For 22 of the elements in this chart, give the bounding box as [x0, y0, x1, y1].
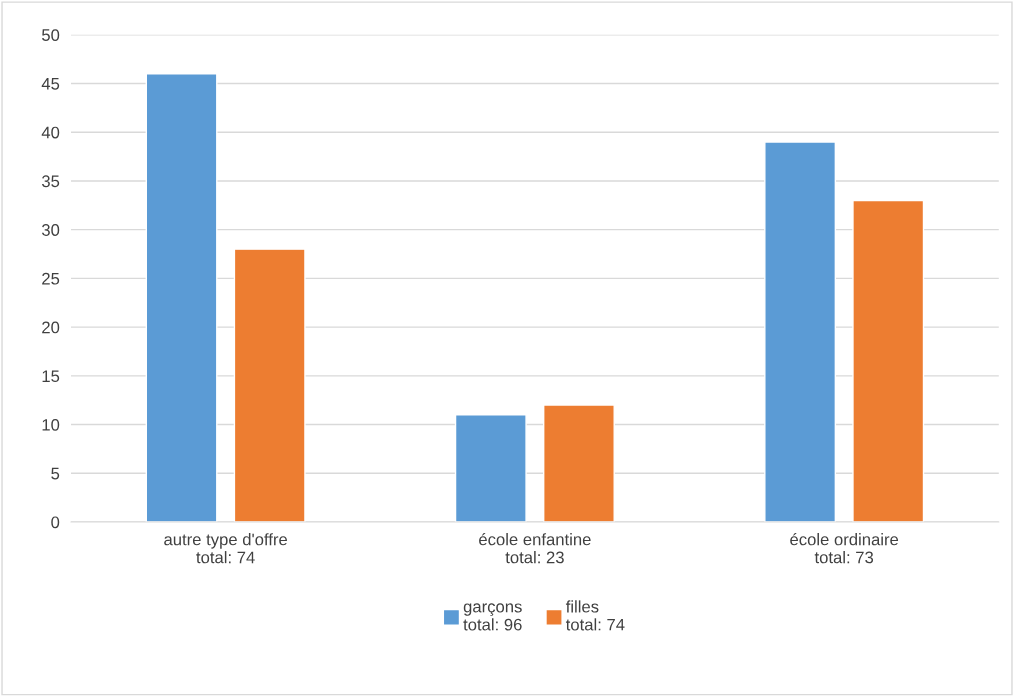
y-tick-label: 5	[51, 467, 60, 480]
y-tick-label: 30	[41, 224, 60, 236]
y-tick-label: 50	[42, 29, 60, 41]
x-tick-label: autre type d'offre total: 74	[164, 533, 288, 564]
bar	[233, 248, 306, 522]
x-tick-label: école ordinaire total: 73	[790, 532, 899, 564]
y-tick-label: 45	[41, 78, 60, 90]
legend-label: filles total: 74	[565, 600, 625, 631]
y-tick-label: 15	[42, 370, 60, 383]
bar	[543, 404, 615, 522]
y-tick-label: 35	[41, 175, 60, 188]
y-tick-label: 20	[42, 321, 60, 334]
y-tick-label: 40	[41, 126, 60, 139]
bar	[145, 73, 218, 522]
bar	[764, 141, 837, 522]
bar	[454, 414, 527, 522]
x-tick-label: école enfantine total: 23	[479, 532, 591, 564]
bar	[852, 199, 925, 522]
y-tick-label: 25	[42, 272, 60, 285]
y-tick-label: 10	[42, 418, 60, 431]
y-tick-label: 0	[51, 516, 60, 529]
legend-label: garçons total: 96	[463, 603, 522, 631]
